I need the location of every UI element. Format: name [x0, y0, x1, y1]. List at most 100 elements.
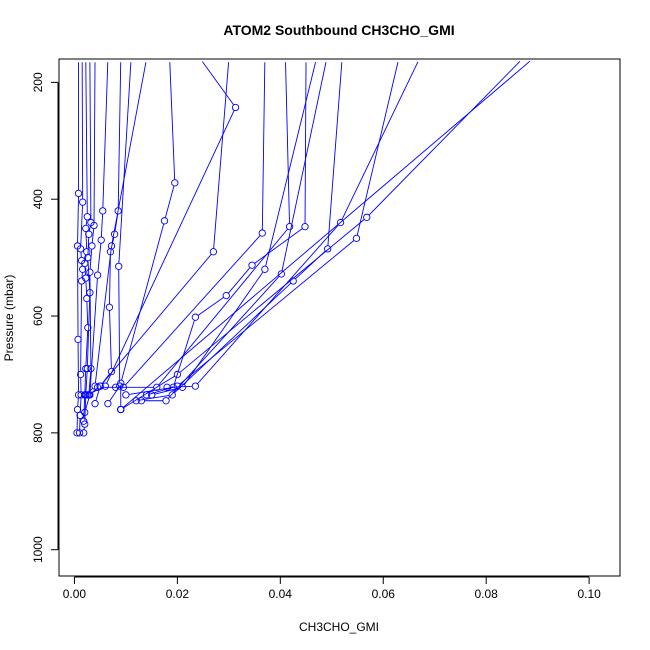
series-segment [202, 61, 235, 106]
data-point [160, 217, 169, 225]
series-segment [91, 228, 95, 243]
data-point [137, 397, 145, 405]
series-segment [109, 254, 111, 305]
data-point [285, 223, 294, 231]
profile-series [104, 62, 132, 408]
series-segment [97, 243, 102, 273]
series-segment [254, 228, 303, 264]
series-segment [91, 387, 98, 394]
series-segment [85, 219, 88, 226]
data-point [117, 379, 125, 387]
profile-series [122, 62, 309, 399]
data-point [80, 429, 88, 437]
data-point [111, 383, 120, 391]
series-segment [77, 196, 79, 243]
series-segment [285, 62, 290, 224]
series-segment [94, 249, 112, 384]
data-point [83, 294, 91, 303]
series-segment [109, 310, 112, 369]
profile-series [142, 62, 399, 399]
series-segment [111, 62, 147, 243]
data-point [261, 265, 269, 273]
data-point [82, 224, 90, 233]
data-point [209, 248, 218, 256]
y-tick-label: 1000 [31, 536, 45, 563]
series-segment [128, 387, 171, 395]
series-segment [368, 60, 521, 216]
series-segment [197, 297, 224, 316]
data-point [301, 223, 309, 231]
data-point [222, 291, 230, 300]
series-segment [169, 62, 176, 180]
data-point [83, 364, 91, 373]
profile-series [117, 60, 521, 414]
series-segment [265, 62, 317, 267]
series-segment [93, 62, 96, 223]
series-segment [122, 60, 531, 408]
data-point [101, 382, 109, 390]
series-segment [281, 62, 327, 271]
x-tick-label: 0.06 [372, 587, 396, 601]
profile-series [91, 62, 122, 408]
series-segment [102, 62, 109, 208]
series-segment [80, 284, 83, 372]
series-segment [89, 62, 92, 220]
series-segment [123, 375, 175, 409]
data-point [74, 335, 82, 344]
data-point [93, 271, 102, 279]
series-segment [179, 240, 355, 385]
data-point [110, 230, 119, 238]
series-segment [86, 301, 89, 325]
data-point [107, 367, 116, 376]
profile-series [117, 62, 179, 414]
profile-series [111, 62, 294, 391]
series-segment [88, 225, 91, 232]
data-point [277, 270, 285, 278]
profile-series [132, 62, 343, 405]
series-segment [173, 320, 195, 385]
data-point [115, 262, 123, 271]
series-segment [174, 282, 292, 394]
series-segment [86, 295, 91, 366]
profile-series [117, 60, 531, 414]
series-segment [85, 62, 88, 214]
data-point [75, 429, 84, 437]
data-point [324, 245, 332, 253]
x-tick-label: 0.10 [577, 587, 601, 601]
data-point [363, 213, 371, 221]
data-point [76, 370, 85, 379]
series-segment [106, 110, 235, 384]
series-segment [85, 330, 89, 366]
y-tick-label: 600 [31, 306, 45, 326]
series-segment [100, 214, 104, 237]
data-point [105, 303, 114, 311]
y-tick-label: 800 [31, 423, 45, 443]
profile-series [85, 62, 230, 399]
data-point [99, 207, 107, 215]
data-point [122, 391, 130, 399]
series-segment [88, 371, 92, 392]
series-segment [170, 385, 193, 388]
data-point [352, 234, 361, 242]
data-point [248, 261, 256, 269]
series-segment [101, 253, 212, 384]
data-point [104, 400, 112, 408]
series-segment [85, 371, 88, 392]
series-segment [80, 205, 83, 246]
series-segment [125, 235, 261, 386]
data-point [162, 397, 170, 405]
x-axis: 0.00 0.02 0.04 0.06 0.08 0.10 [63, 576, 601, 601]
data-point [93, 383, 102, 391]
data-point [90, 221, 98, 230]
data-point [171, 179, 179, 187]
data-point [114, 207, 122, 215]
series-segment [158, 228, 288, 386]
data-point [76, 411, 84, 420]
data-point [142, 391, 151, 399]
data-point [191, 313, 200, 321]
profile-series [163, 61, 419, 391]
profile-series [82, 62, 147, 399]
series-segment [89, 275, 92, 366]
y-axis-label: Pressure (mbar) [2, 275, 16, 362]
data-point [85, 230, 93, 238]
